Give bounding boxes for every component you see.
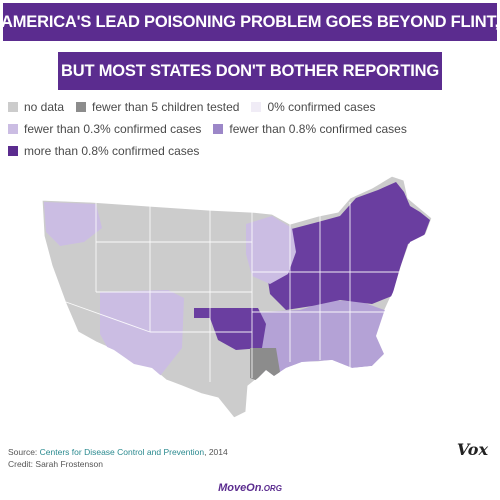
legend-item-under-0-8: fewer than 0.8% confirmed cases — [213, 122, 407, 136]
title-line-2-text: BUT MOST STATES DON'T BOTHER REPORTING — [61, 61, 439, 80]
title-line-1: AMERICA'S LEAD POISONING PROBLEM GOES BE… — [1, 3, 499, 41]
region-upper-midwest — [246, 216, 296, 284]
legend-label: 0% confirmed cases — [267, 100, 376, 114]
legend: no data fewer than 5 children tested 0% … — [8, 96, 492, 162]
moveon-text: MoveOn — [218, 482, 262, 494]
us-county-map-svg — [41, 175, 433, 419]
source-label: Source: — [8, 447, 38, 457]
region-pacific-northwest — [44, 202, 102, 246]
legend-row-1: no data fewer than 5 children tested 0% … — [8, 96, 492, 118]
legend-item-no-data: no data — [8, 100, 64, 114]
moveon-suffix: .ORG — [261, 484, 282, 493]
legend-swatch-zero-percent — [251, 102, 262, 112]
legend-swatch-fewer-than-5 — [76, 102, 87, 112]
source-year: , 2014 — [204, 447, 228, 457]
legend-label: no data — [24, 100, 65, 114]
legend-row-2: fewer than 0.3% confirmed cases fewer th… — [8, 118, 492, 140]
region-louisiana — [250, 348, 280, 384]
legend-swatch-no-data — [8, 102, 18, 112]
legend-item-zero-percent: 0% confirmed cases — [251, 100, 376, 114]
legend-label: fewer than 5 children tested — [92, 100, 240, 114]
legend-label: fewer than 0.3% confirmed cases — [24, 122, 202, 136]
source-link[interactable]: Centers for Disease Control and Preventi… — [39, 447, 205, 457]
legend-item-fewer-than-5: fewer than 5 children tested — [76, 100, 239, 114]
credit-line: Credit: Sarah Frostenson — [8, 459, 103, 469]
us-county-map — [0, 172, 500, 430]
legend-label: fewer than 0.8% confirmed cases — [229, 122, 407, 136]
legend-item-under-0-3: fewer than 0.3% confirmed cases — [8, 122, 201, 136]
vox-logo: Vox — [456, 440, 488, 459]
legend-label: more than 0.8% confirmed cases — [24, 144, 200, 158]
state-borders — [65, 202, 400, 382]
legend-swatch-over-0-8 — [8, 146, 18, 156]
title-line-2: BUT MOST STATES DON'T BOTHER REPORTING — [58, 52, 442, 90]
legend-swatch-under-0-3 — [8, 124, 18, 134]
region-southwest — [100, 290, 184, 376]
region-midwest-northeast — [266, 182, 430, 310]
moveon-logo: MoveOn.ORG — [0, 482, 500, 494]
region-oklahoma — [194, 308, 266, 350]
legend-swatch-under-0-8 — [213, 124, 224, 134]
legend-row-3: more than 0.8% confirmed cases — [8, 140, 492, 162]
legend-item-over-0-8: more than 0.8% confirmed cases — [8, 144, 199, 158]
footer: Source: Centers for Disease Control and … — [8, 446, 228, 470]
source-line: Source: Centers for Disease Control and … — [8, 446, 228, 458]
title-line-1-text: AMERICA'S LEAD POISONING PROBLEM GOES BE… — [1, 12, 499, 31]
